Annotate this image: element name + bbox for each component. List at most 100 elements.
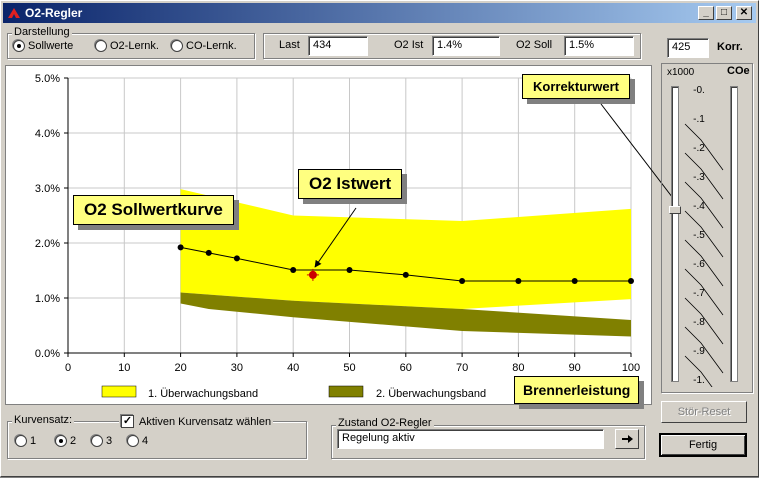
kurvensatz-radio-3[interactable]: 3 — [91, 435, 112, 447]
korr-slider-graph: -0. -.1 -.2 -.3 -.4 -.5 -.6 -.7 -.8 -.9 -1. — [684, 85, 724, 387]
legend-band2-swatch — [328, 385, 364, 398]
x-tick-label: 80 — [512, 362, 524, 374]
close-button[interactable]: ✕ — [736, 6, 752, 20]
band-2 — [180, 292, 631, 337]
korr-tick-label: -.8 — [693, 317, 705, 328]
aktiven-kurvensatz-label: Aktiven Kurvensatz wählen — [139, 415, 272, 428]
korr-tick-label: -.6 — [693, 259, 705, 270]
minimize-button[interactable]: _ — [698, 6, 714, 20]
y-tick-label: 1.0% — [35, 293, 60, 305]
fertig-button[interactable]: Fertig — [659, 433, 747, 457]
readouts-group — [263, 33, 641, 59]
y-tick-label: 0.0% — [35, 348, 60, 360]
stoer-reset-button[interactable]: Stör-Reset — [661, 401, 747, 423]
sollwert-point — [346, 266, 353, 273]
co-label: COe — [727, 65, 750, 77]
legend-band2-label: 2. Überwachungsband — [376, 388, 487, 400]
korr-slider-thumb[interactable] — [669, 206, 681, 214]
title-bar[interactable]: O2-Regler _ □ ✕ — [3, 3, 756, 23]
radio-dot[interactable] — [55, 435, 67, 447]
radio-dot[interactable] — [127, 435, 139, 447]
radio-co-lernk-label: CO-Lernk. — [186, 40, 237, 52]
y-tick-label: 2.0% — [35, 238, 60, 250]
korr-scale: -0. -.1 -.2 -.3 -.4 -.5 -.6 -.7 -.8 -.9 -1. — [684, 85, 724, 387]
korr-slider-track[interactable] — [671, 86, 679, 382]
radio-sollwerte[interactable]: Sollwerte — [13, 40, 73, 52]
maximize-button[interactable]: □ — [716, 6, 732, 20]
sollwert-point — [402, 271, 409, 278]
korr-curve-line — [684, 355, 713, 387]
kurvensatz-radio-2[interactable]: 2 — [55, 435, 76, 447]
x-tick-label: 60 — [400, 362, 412, 374]
korr-curve-line — [684, 297, 724, 345]
korr-tick-label: -.9 — [693, 346, 705, 357]
callout-brennerleistung: Brennerleistung — [514, 376, 640, 404]
chart-axes: 0 10 20 30 40 50 60 70 80 90 100 0.0% 1.0% 2.0% 3.0% 4.… — [35, 73, 640, 374]
radio-o2-lernk[interactable]: O2-Lernk. — [95, 40, 159, 52]
sollwert-point — [515, 277, 522, 284]
app-flame-icon — [8, 8, 20, 18]
kurvensatz-radio-1-label: 1 — [30, 435, 37, 447]
korr-tick-label: -0. — [693, 85, 705, 96]
korr-value-field[interactable]: 425 — [667, 38, 709, 58]
sollwert-point — [459, 277, 466, 284]
darstellung-group — [7, 33, 255, 59]
kurvensatz-radio-2-label: 2 — [70, 435, 77, 447]
kurvensatz-label: Kurvensatz: — [12, 414, 75, 426]
co-slider-track[interactable] — [730, 86, 738, 382]
sollwert-point — [290, 266, 297, 273]
y-tick-label: 4.0% — [35, 128, 60, 140]
aktiven-kurvensatz-checkbox[interactable]: ✓ Aktiven Kurvensatz wählen — [119, 415, 274, 428]
korr-panel — [661, 63, 753, 393]
x-tick-label: 100 — [622, 362, 640, 374]
kurvensatz-radio-4[interactable]: 4 — [127, 435, 148, 447]
radio-dot[interactable] — [171, 40, 183, 52]
sollwert-point — [205, 249, 212, 256]
last-label: Last — [279, 39, 300, 51]
korr-tick-label: -.2 — [693, 143, 705, 154]
korr-curve-line — [684, 210, 724, 258]
sollwert-point — [177, 244, 184, 251]
korr-tick-label: -.3 — [693, 172, 705, 183]
radio-co-lernk[interactable]: CO-Lernk. — [171, 40, 237, 52]
korr-curve-line — [684, 181, 724, 229]
last-field: 434 — [308, 36, 368, 56]
zustand-go-button[interactable] — [615, 429, 639, 449]
radio-dot[interactable] — [91, 435, 103, 447]
sollwert-point — [233, 255, 240, 262]
sollwert-point — [628, 277, 634, 284]
kurvensatz-radio-1[interactable]: 1 — [15, 435, 36, 447]
x-tick-label: 70 — [456, 362, 468, 374]
x-tick-label: 20 — [174, 362, 186, 374]
korr-tick-label: -.7 — [693, 288, 705, 299]
checkbox-check-icon[interactable]: ✓ — [121, 415, 134, 428]
sollwert-point — [571, 277, 578, 284]
callout-korrekturwert: Korrekturwert — [522, 74, 630, 99]
y-tick-label: 5.0% — [35, 73, 60, 85]
korr-tick-label: -1. — [693, 375, 705, 386]
x-tick-label: 30 — [231, 362, 243, 374]
radio-dot[interactable] — [15, 435, 27, 447]
callout-istwert: O2 Istwert — [298, 169, 403, 199]
arrow-right-icon — [622, 435, 633, 443]
o2-chart-panel: 0 10 20 30 40 50 60 70 80 90 100 0.0% 1.0% 2.0% 3.0% 4.… — [5, 65, 652, 405]
radio-sollwerte-label: Sollwerte — [28, 40, 74, 52]
korr-scale-label: x1000 — [667, 67, 695, 78]
korr-tick-label: -.5 — [693, 230, 705, 241]
korr-curve-line — [684, 123, 724, 171]
zustand-label: Zustand O2-Regler — [336, 417, 434, 429]
chart-sollwert-curve — [177, 244, 634, 284]
radio-dot[interactable] — [95, 40, 107, 52]
x-tick-label: 50 — [343, 362, 355, 374]
x-tick-label: 10 — [118, 362, 130, 374]
y-tick-label: 3.0% — [35, 183, 60, 195]
sollwert-line — [180, 246, 631, 282]
radio-o2-lernk-label: O2-Lernk. — [110, 40, 159, 52]
korr-label: Korr. — [717, 41, 743, 53]
legend-band1-swatch — [101, 385, 137, 398]
darstellung-label: Darstellung — [12, 26, 72, 38]
x-tick-label: 0 — [65, 362, 71, 374]
radio-dot[interactable] — [13, 40, 25, 52]
legend-band1-label: 1. Überwachungsband — [148, 388, 259, 400]
